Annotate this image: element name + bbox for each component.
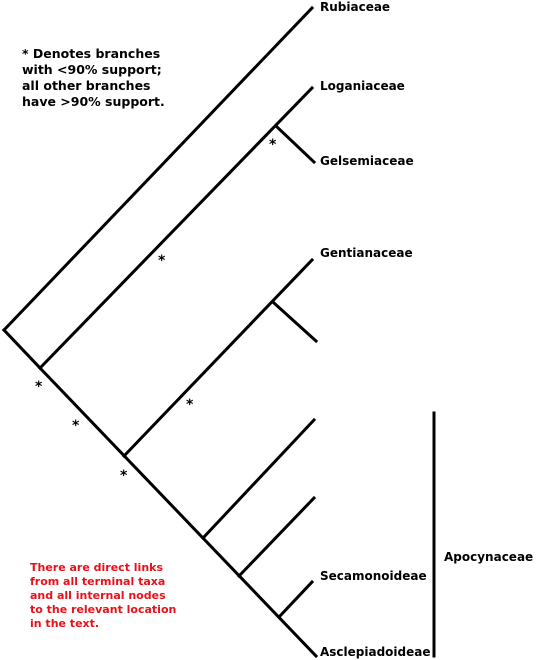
taxon-loganiaceae[interactable]: Loganiaceae xyxy=(320,79,405,93)
taxon-rubiaceae[interactable]: Rubiaceae xyxy=(320,0,390,14)
support-legend: * Denotes branches with <90% support; al… xyxy=(22,46,192,110)
branch-root-to-node-a[interactable] xyxy=(1,327,43,371)
support-marker-spine: * xyxy=(72,418,80,434)
support-marker-gelsemiaceae: * xyxy=(269,137,277,153)
legend-line: with <90% support; xyxy=(22,62,162,77)
branch-spine[interactable] xyxy=(37,365,319,659)
branch-gentianaceae[interactable] xyxy=(121,257,315,459)
support-marker-loganiaceae: * xyxy=(158,253,166,269)
branch-gelsemiaceae[interactable] xyxy=(273,123,317,165)
support-marker-node-a: * xyxy=(35,379,43,395)
support-marker-gentianaceae: * xyxy=(186,397,194,413)
clade-label-apocynaceae[interactable]: Apocynaceae xyxy=(444,550,533,564)
branch-loganiaceae[interactable] xyxy=(37,85,315,371)
legend-line: all other branches xyxy=(22,78,151,93)
links-note-line: from all terminal taxa xyxy=(30,575,166,588)
branch-secamonoideae[interactable] xyxy=(276,579,315,620)
branch-apocynaceae-2[interactable] xyxy=(236,495,317,579)
legend-line: have >90% support. xyxy=(22,94,165,109)
taxon-asclepiadoideae[interactable]: Asclepiadoideae xyxy=(320,645,431,659)
taxon-secamonoideae[interactable]: Secamonoideae xyxy=(320,569,427,583)
links-note-line: in the text. xyxy=(30,617,100,630)
taxon-gelsemiaceae[interactable]: Gelsemiaceae xyxy=(320,154,414,168)
links-note-line: and all internal nodes xyxy=(30,589,166,602)
support-marker-node-c: * xyxy=(120,468,128,484)
legend-line: * Denotes branches xyxy=(22,46,161,61)
links-note: There are direct links from all terminal… xyxy=(30,561,220,631)
links-note-line: to the relevant location xyxy=(30,603,177,616)
taxon-gentianaceae[interactable]: Gentianaceae xyxy=(320,246,413,260)
branch-apocynaceae-1[interactable] xyxy=(200,417,317,541)
branch-rubiaceae[interactable] xyxy=(1,5,315,333)
branch-gentianaceae-sister[interactable] xyxy=(271,300,319,344)
links-note-line: There are direct links xyxy=(30,561,164,574)
